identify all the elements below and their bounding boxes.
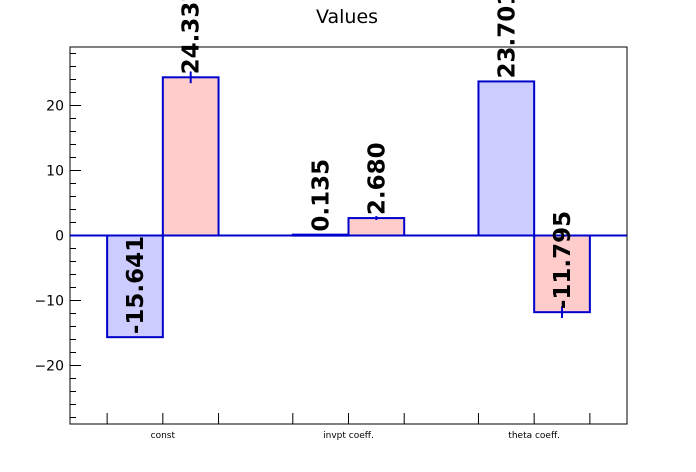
data-label: 0.135 (309, 159, 335, 232)
y-tick-label: −10 (34, 294, 64, 310)
data-label: -15.641 (123, 236, 149, 334)
y-tick-label: 0 (55, 229, 64, 245)
y-tick-label: 20 (46, 99, 64, 115)
y-tick-label: 10 (46, 164, 64, 180)
plot-area: −20 −10 0 10 20 const invpt coeff. theta coeff.… (34, 0, 628, 441)
bar (533, 234, 591, 314)
data-label: 2.680 (364, 142, 390, 215)
bar (161, 76, 220, 237)
data-label: 23.701 (494, 0, 520, 78)
x-tick-label: invpt coeff. (323, 431, 374, 441)
data-label: 24.337 (179, 0, 205, 74)
chart-title: Values (316, 6, 378, 28)
bar (106, 234, 164, 339)
x-tick-label: theta coeff. (508, 431, 560, 441)
bar (347, 217, 406, 237)
data-label: -11.795 (550, 211, 576, 309)
bar (477, 80, 536, 237)
x-tick-label: const (151, 431, 176, 441)
y-tick-label: −20 (34, 359, 64, 375)
